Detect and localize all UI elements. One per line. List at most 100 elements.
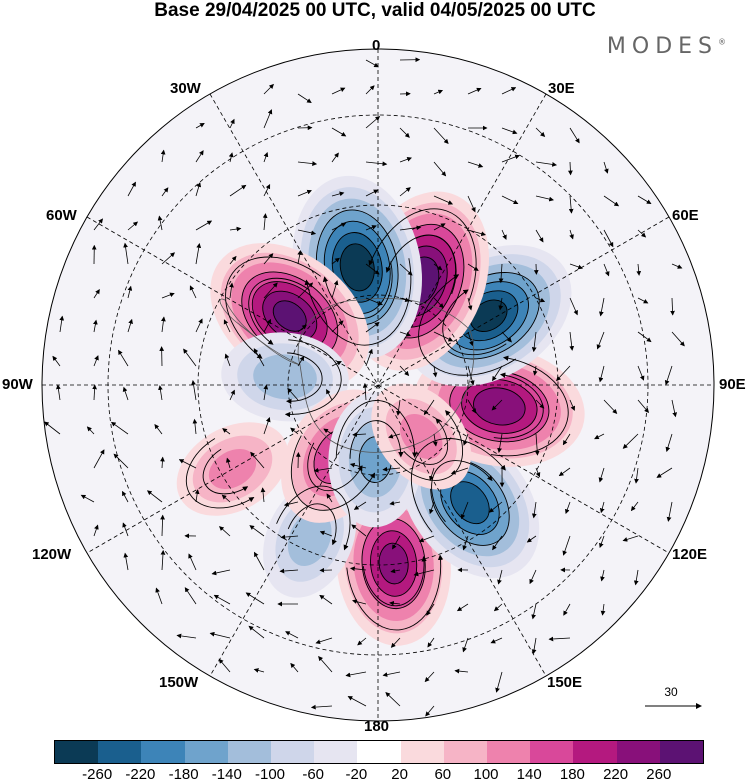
colorbar-tick-label: 140 bbox=[516, 766, 542, 783]
anomaly-contour-fill bbox=[470, 299, 508, 332]
wind-vector bbox=[399, 365, 410, 376]
wind-vector bbox=[122, 386, 129, 401]
wind-vector bbox=[556, 365, 571, 382]
wind-vector bbox=[637, 331, 652, 343]
wind-vector bbox=[399, 225, 422, 231]
wind-vector bbox=[331, 127, 347, 137]
wind-vector bbox=[209, 631, 231, 639]
wind-vector bbox=[313, 467, 333, 473]
wind-vector bbox=[188, 553, 197, 571]
wind-vector bbox=[80, 494, 95, 503]
wind-vector bbox=[535, 297, 546, 303]
wind-vector bbox=[568, 161, 573, 176]
streamline bbox=[287, 503, 337, 546]
colorbar-block bbox=[141, 741, 185, 763]
colorbar-block bbox=[357, 741, 401, 763]
wind-vector bbox=[429, 467, 435, 482]
wind-vector bbox=[491, 399, 503, 411]
wind-vector bbox=[161, 187, 169, 197]
lon-label-60w: 60W bbox=[46, 207, 77, 224]
wind-vector bbox=[123, 552, 129, 571]
modes-logo: MODES® bbox=[606, 34, 726, 59]
wind-vector bbox=[52, 355, 61, 367]
streamline bbox=[418, 274, 517, 376]
wind-vector bbox=[326, 493, 333, 503]
colorbar-tick-label: 100 bbox=[473, 766, 499, 783]
wind-vector bbox=[531, 637, 537, 655]
wind-vector bbox=[599, 501, 605, 514]
streamline bbox=[442, 289, 507, 356]
wind-vector bbox=[598, 297, 605, 317]
wind-vector bbox=[315, 637, 333, 645]
wind-vector bbox=[664, 365, 673, 386]
colorbar-tick-label: -220 bbox=[125, 766, 156, 783]
wind-vector bbox=[433, 195, 454, 205]
wind-vector bbox=[260, 487, 266, 503]
wind-vector bbox=[357, 637, 367, 646]
wind-vector bbox=[93, 449, 105, 469]
wind-vector bbox=[548, 636, 571, 642]
graticule bbox=[42, 49, 714, 721]
streamline bbox=[385, 234, 457, 295]
wind-vector bbox=[290, 662, 299, 673]
wind-vector bbox=[297, 250, 303, 265]
wind-vector bbox=[219, 526, 231, 537]
wind-vector bbox=[433, 263, 443, 271]
wind-vector bbox=[535, 229, 544, 243]
streamline-loop bbox=[473, 387, 526, 426]
wind-vector bbox=[467, 297, 473, 311]
wind-vector bbox=[249, 525, 265, 537]
wind-vector bbox=[426, 603, 435, 616]
wind-vector bbox=[637, 365, 645, 381]
wind-vector bbox=[535, 195, 554, 202]
wind-vector bbox=[656, 467, 673, 478]
streamline bbox=[403, 418, 448, 465]
wind-vector bbox=[492, 365, 503, 382]
wind-vector bbox=[562, 433, 571, 446]
wind-vector bbox=[388, 433, 401, 439]
lon-label-90w: 90W bbox=[2, 376, 33, 393]
wind-vector bbox=[492, 535, 503, 551]
wind-vector bbox=[365, 297, 383, 306]
streamline bbox=[431, 460, 493, 523]
anomaly-contour-fill bbox=[273, 300, 307, 332]
wind-vector bbox=[351, 524, 367, 537]
wind-vector bbox=[365, 322, 380, 333]
colorbar-block bbox=[271, 741, 315, 763]
wind-vector bbox=[600, 603, 606, 616]
colorbar-tick-label: 260 bbox=[646, 766, 672, 783]
lon-label-150e: 150E bbox=[547, 674, 583, 691]
wind-vector bbox=[178, 459, 197, 469]
colorbar-tick-label: -20 bbox=[345, 766, 368, 783]
wind-vector bbox=[418, 535, 435, 543]
wind-vector bbox=[253, 668, 265, 673]
wind-vector bbox=[229, 389, 235, 401]
lon-label-0: 0 bbox=[372, 37, 381, 54]
wind-vector bbox=[218, 658, 231, 673]
wind-vector bbox=[319, 594, 333, 605]
wind-vector bbox=[531, 331, 537, 353]
map-boundary bbox=[41, 48, 715, 722]
anomaly-contour-fill bbox=[340, 243, 375, 291]
wind-vector bbox=[637, 297, 649, 304]
wind-vector bbox=[262, 213, 268, 231]
wind-vector bbox=[598, 365, 605, 383]
streamline bbox=[202, 448, 249, 495]
wind-vector bbox=[529, 569, 537, 585]
wind-vector bbox=[195, 182, 202, 197]
wind-vector bbox=[365, 263, 380, 275]
streamline bbox=[290, 435, 375, 511]
wind-vector bbox=[535, 161, 557, 167]
wind-vector bbox=[194, 489, 200, 503]
wind-vector bbox=[622, 535, 639, 542]
wind-vector bbox=[263, 152, 269, 163]
wind-vector bbox=[157, 215, 163, 231]
wind-vector bbox=[123, 242, 129, 265]
wind-vector bbox=[250, 451, 265, 469]
lon-label-120w: 120W bbox=[32, 546, 72, 563]
wind-vector bbox=[297, 282, 314, 299]
wind-vector bbox=[462, 637, 469, 653]
wind-vector bbox=[535, 467, 541, 478]
wind-vector bbox=[568, 195, 574, 214]
wind-vector bbox=[283, 501, 299, 507]
